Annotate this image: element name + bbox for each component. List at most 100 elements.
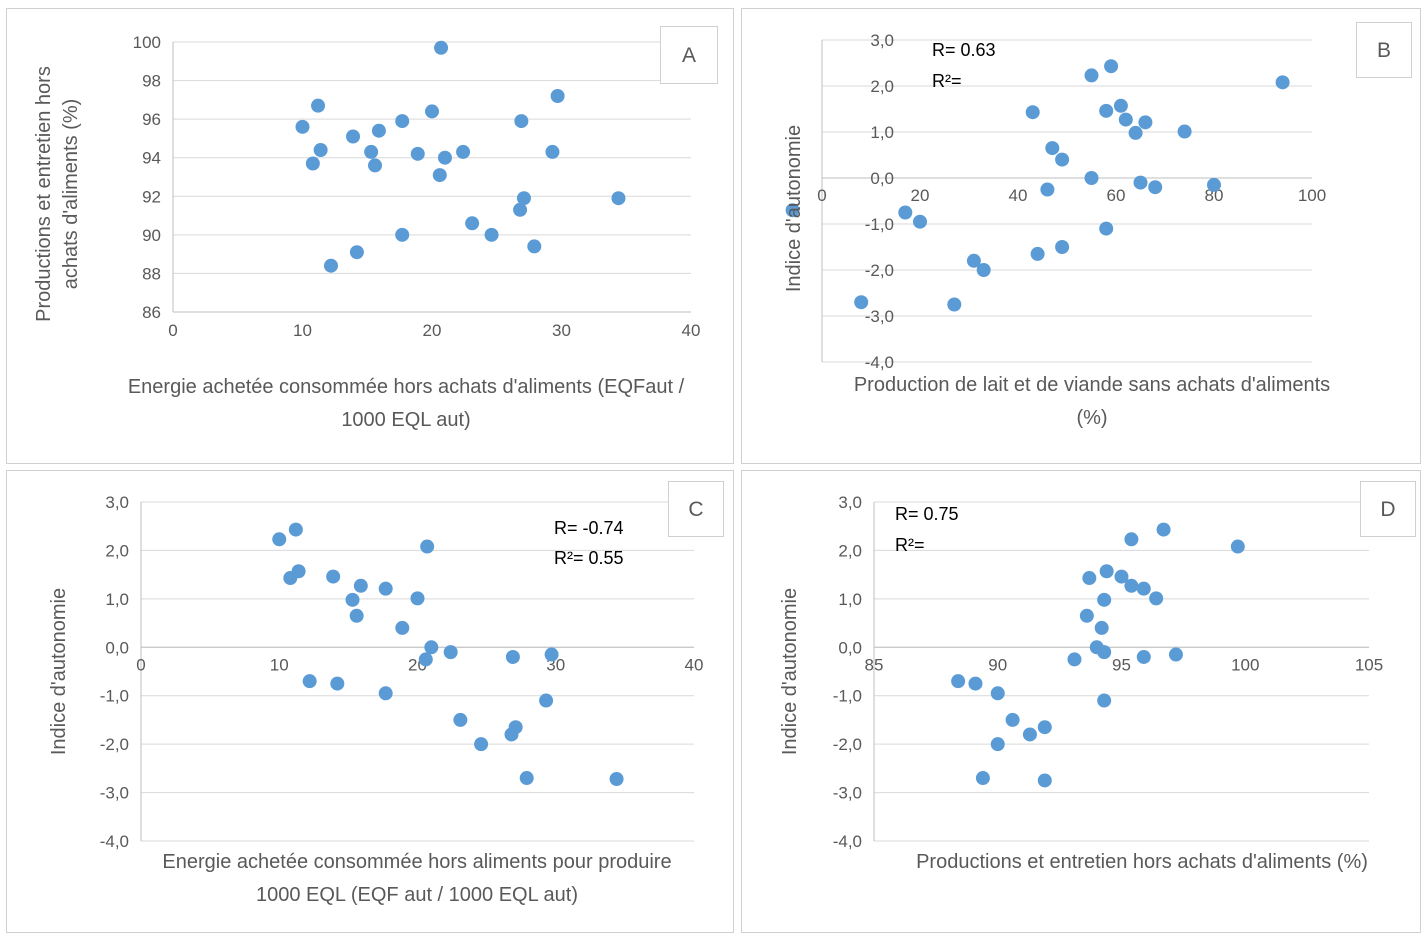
data-point-b-18	[1113, 98, 1128, 113]
data-point-d-2	[975, 771, 990, 786]
y-tick-label-b-7: 3,0	[870, 31, 894, 50]
x-tick-label-c-0: 0	[136, 655, 145, 674]
data-point-b-4	[947, 297, 962, 312]
data-point-c-22	[508, 720, 523, 735]
data-point-a-7	[364, 144, 379, 159]
correlation-r-c: R= -0.74	[554, 518, 624, 538]
scatter-plot-d: -4,0 -3,0 -2,0 -1,0 0,0 1,0 2,0 3,0 85 90 95 100 105	[833, 493, 1383, 851]
data-point-d-19	[1124, 532, 1139, 547]
x-tick-label-a-2: 20	[423, 321, 442, 340]
data-point-a-15	[434, 40, 449, 55]
data-point-d-22	[1136, 649, 1151, 664]
panel-label-d: D	[1360, 481, 1416, 537]
data-point-d-16	[1097, 693, 1112, 708]
data-point-a-8	[368, 158, 383, 173]
y-tick-label-d-3: -1,0	[833, 687, 862, 706]
scatter-plot-a: 86 88 90 92 94 96 98 100 0 10 20 30 40	[133, 33, 701, 340]
x-tick-label-d-3: 100	[1231, 655, 1259, 674]
chart-panel-a: 86 88 90 92 94 96 98 100 0 10 20 30 40 A Productions…	[6, 8, 734, 464]
data-point-c-3	[291, 564, 306, 579]
x-tick-label-d-4: 105	[1355, 655, 1383, 674]
data-point-c-16	[424, 640, 439, 655]
y-tick-label-d-2: -2,0	[833, 735, 862, 754]
data-point-a-21	[514, 114, 529, 129]
data-point-d-21	[1136, 581, 1151, 596]
data-point-d-7	[1037, 720, 1052, 735]
chart-panel-b: -4,0-3,0-2,0-1,00,01,02,03,0-20020406080…	[741, 8, 1421, 464]
x-tick-label-b-4: 60	[1107, 186, 1126, 205]
y-tick-label-a-2: 90	[142, 226, 161, 245]
y-tick-label-d-4: 0,0	[838, 638, 862, 657]
x-tick-label-b-5: 80	[1205, 186, 1224, 205]
data-point-d-9	[1067, 652, 1082, 667]
data-point-a-13	[425, 104, 439, 119]
y-tick-label-b-4: 0,0	[870, 169, 894, 188]
y-tick-label-a-5: 96	[142, 110, 161, 129]
data-point-b-11	[1055, 152, 1070, 167]
data-point-d-4	[990, 686, 1005, 701]
data-point-a-20	[513, 202, 528, 217]
data-point-b-22	[1138, 115, 1153, 130]
data-point-c-19	[474, 737, 489, 752]
data-point-d-15	[1097, 645, 1112, 660]
data-point-a-19	[484, 227, 499, 242]
data-point-c-18	[453, 712, 468, 727]
data-point-c-8	[349, 608, 364, 623]
data-point-c-9	[353, 578, 368, 593]
data-point-c-0	[272, 532, 287, 547]
data-point-d-10	[1079, 608, 1094, 623]
y-tick-label-d-7: 3,0	[838, 493, 862, 512]
data-point-a-10	[395, 114, 410, 129]
x-tick-label-c-1: 10	[270, 655, 289, 674]
data-point-b-0	[785, 203, 800, 218]
data-point-c-13	[410, 591, 425, 606]
data-point-a-16	[437, 150, 452, 165]
x-tick-label-a-1: 10	[293, 321, 312, 340]
data-point-b-19	[1118, 112, 1133, 127]
data-point-a-4	[323, 258, 338, 273]
data-point-d-17	[1099, 564, 1114, 579]
data-point-c-4	[302, 674, 317, 689]
data-point-d-6	[1022, 727, 1037, 742]
x-tick-label-b-1: 0	[817, 186, 826, 205]
data-point-d-25	[1168, 647, 1183, 662]
data-point-b-13	[1084, 171, 1099, 185]
chart-panel-c: -4,0 -3,0 -2,0 -1,0 0,0 1,0 2,0 3,0 0 10 20 30 40 C …	[6, 470, 734, 933]
data-point-a-11	[395, 227, 410, 242]
y-tick-label-a-1: 88	[142, 264, 161, 283]
chart-panel-d: -4,0 -3,0 -2,0 -1,0 0,0 1,0 2,0 3,0 85 90 95 100 105…	[741, 470, 1421, 933]
data-point-b-17	[1104, 59, 1119, 74]
y-axis-label-c: Indice d'autonomie	[48, 587, 70, 756]
data-point-b-1	[854, 295, 869, 310]
y-axis-label-a: Productions et entretien hors achats d'a…	[33, 66, 82, 322]
data-point-c-6	[330, 676, 345, 691]
data-point-c-21	[505, 649, 520, 664]
x-tick-label-b-2: 20	[911, 186, 930, 205]
data-point-d-8	[1037, 773, 1052, 788]
y-tick-label-b-1: -3,0	[865, 307, 894, 326]
data-point-d-0	[951, 674, 966, 689]
data-point-b-9	[1040, 182, 1055, 197]
y-tick-label-c-4: 0,0	[105, 638, 129, 657]
x-axis-label-b: Production de lait et de viande sans ach…	[853, 374, 1331, 429]
y-tick-label-b-6: 2,0	[870, 77, 894, 96]
data-point-b-20	[1128, 125, 1143, 140]
data-point-b-21	[1133, 175, 1148, 190]
data-point-a-0	[295, 119, 310, 134]
y-tick-label-d-6: 2,0	[838, 541, 862, 560]
data-point-a-9	[371, 123, 386, 138]
y-axis-label-d: Indice d'autonomie	[779, 587, 801, 756]
y-tick-label-a-6: 98	[142, 72, 161, 91]
data-point-c-15	[420, 539, 435, 554]
y-tick-label-c-6: 2,0	[105, 541, 129, 560]
data-point-c-10	[378, 581, 393, 596]
data-point-c-17	[443, 645, 458, 660]
data-point-b-25	[1207, 177, 1221, 192]
data-point-c-1	[288, 522, 303, 537]
y-tick-label-a-4: 94	[142, 149, 161, 168]
data-point-b-6	[976, 263, 991, 277]
y-tick-label-c-3: -1,0	[100, 687, 129, 706]
y-tick-label-c-2: -2,0	[100, 735, 129, 754]
data-point-d-24	[1156, 522, 1171, 537]
data-point-d-23	[1149, 591, 1164, 606]
